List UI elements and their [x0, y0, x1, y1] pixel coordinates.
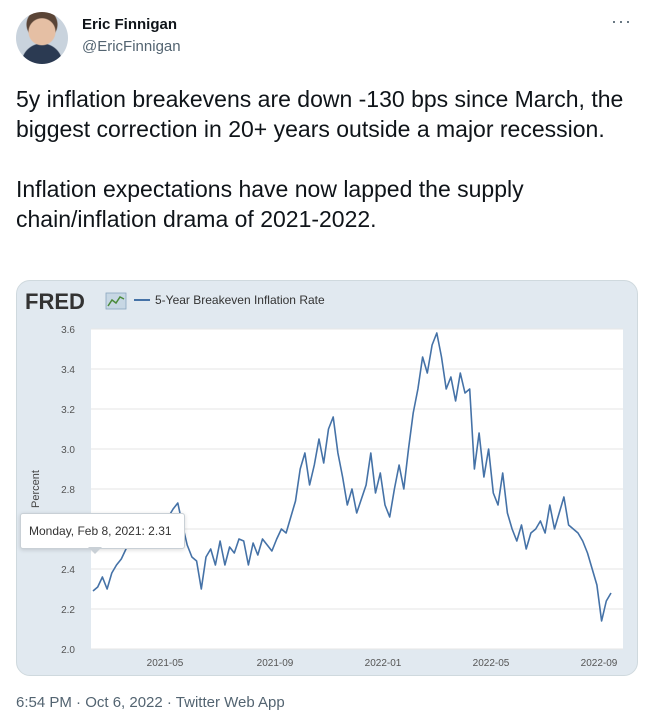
- y-tick-label: 2.2: [61, 605, 75, 616]
- fred-chart: FRED 5-Year Breakeven Inflation Rate 2.0…: [25, 289, 623, 669]
- chart-tooltip: Monday, Feb 8, 2021: 2.31: [20, 513, 185, 549]
- x-tick-label: 2022-05: [473, 658, 510, 669]
- x-tick-label: 2022-09: [581, 658, 618, 669]
- tweet-paragraph: Inflation expectations have now lapped t…: [16, 176, 524, 232]
- tweet-text: 5y inflation breakevens are down -130 bp…: [16, 84, 632, 234]
- tooltip-arrow: [88, 547, 102, 554]
- author-name[interactable]: Eric Finnigan: [82, 16, 178, 33]
- series-line: [92, 332, 612, 622]
- chart-image[interactable]: FRED 5-Year Breakeven Inflation Rate 2.0…: [16, 280, 638, 676]
- y-tick-label: 3.4: [61, 365, 75, 376]
- x-tick-label: 2022-01: [365, 658, 402, 669]
- tweet-paragraph: 5y inflation breakevens are down -130 bp…: [16, 86, 624, 142]
- y-tick-label: 3.6: [61, 325, 75, 336]
- y-tick-label: 3.0: [61, 445, 75, 456]
- y-tick-label: 2.4: [61, 565, 75, 576]
- y-axis-ticks: 2.02.22.42.62.83.03.23.43.6: [61, 325, 75, 656]
- y-tick-label: 2.8: [61, 485, 75, 496]
- y-tick-label: 3.2: [61, 405, 75, 416]
- fred-logo: FRED: [25, 289, 85, 314]
- author-handle[interactable]: @EricFinnigan: [82, 38, 181, 55]
- y-tick-label: 2.0: [61, 645, 75, 656]
- y-axis-label: Percent: [30, 470, 42, 508]
- fred-logo-graph-icon: [105, 292, 127, 310]
- more-options-icon[interactable]: ···: [611, 11, 632, 31]
- x-tick-label: 2021-05: [147, 658, 184, 669]
- gridlines: [91, 328, 623, 650]
- x-axis-ticks: 2021-05 2021-09 2022-01 2022-05 2022-09: [147, 658, 618, 669]
- avatar[interactable]: [16, 12, 68, 64]
- x-tick-label: 2021-09: [257, 658, 294, 669]
- tweet-metadata[interactable]: 6:54 PM · Oct 6, 2022 · Twitter Web App: [16, 694, 285, 711]
- tweet-header: Eric Finnigan @EricFinnigan ···: [16, 12, 632, 64]
- legend-label: 5-Year Breakeven Inflation Rate: [155, 293, 325, 307]
- series-line-group: [92, 332, 612, 622]
